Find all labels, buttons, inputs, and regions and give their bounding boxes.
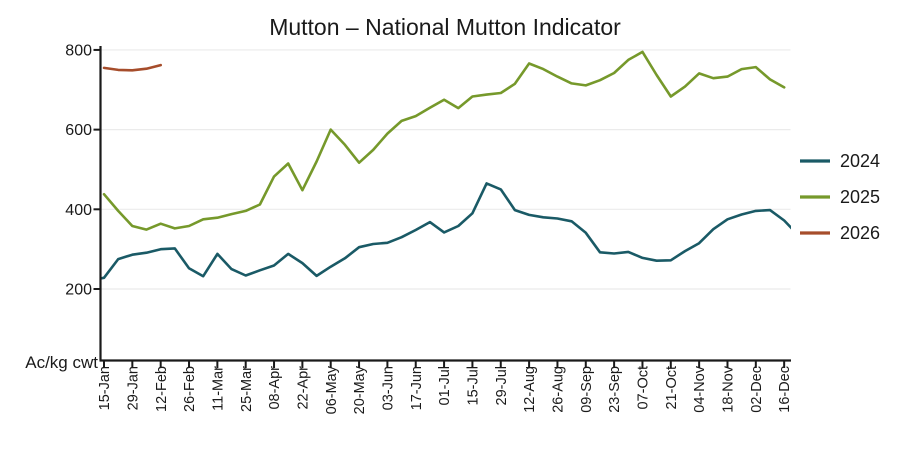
x-axis-label-26-Feb: 26-Feb — [182, 366, 198, 412]
x-axis-label-23-Sep: 23-Sep — [607, 366, 623, 413]
x-axis-label-16-Dec: 16-Dec — [777, 366, 793, 413]
x-axis-label-20-May: 20-May — [352, 365, 368, 414]
gridlines — [100, 49, 791, 290]
x-axis-label-08-Apr: 08-Apr — [267, 366, 283, 410]
x-axis-label-12-Feb: 12-Feb — [154, 366, 170, 412]
series-lines — [100, 50, 791, 280]
series-line-2025 — [102, 50, 786, 231]
x-axis-label-01-Jul: 01-Jul — [437, 366, 453, 406]
y-axis-labels: 200 400 600 800 — [65, 42, 92, 298]
legend-entry-2024: 2024 — [800, 151, 880, 171]
axes — [93, 46, 791, 368]
x-axis-label-11-Mar: 11-Mar — [210, 366, 226, 411]
x-axis-label-07-Oct: 07-Oct — [636, 366, 652, 410]
x-axis-label-15-Jan: 15-Jan — [97, 366, 113, 410]
x-axis-label-15-Jul: 15-Jul — [465, 366, 481, 406]
x-axis-label-29-Jul: 29-Jul — [494, 366, 510, 406]
legend-label-2025: 2025 — [840, 187, 880, 207]
legend-label-2024: 2024 — [840, 151, 880, 171]
y-axis-label-600: 600 — [65, 122, 92, 139]
y-axis-label-800: 800 — [65, 42, 92, 59]
legend-entry-2026: 2026 — [800, 223, 880, 243]
legend-label-2026: 2026 — [840, 223, 880, 243]
x-axis-label-09-Sep: 09-Sep — [579, 366, 595, 413]
x-axis-label-12-Aug: 12-Aug — [522, 366, 538, 413]
y-axis-label-200: 200 — [65, 282, 92, 299]
x-axis-label-22-Apr: 22-Apr — [295, 366, 311, 410]
series-line-2024 — [100, 182, 791, 280]
x-axis-label-21-Oct: 21-Oct — [664, 366, 680, 410]
series-line-2026 — [102, 63, 162, 72]
x-axis-label-06-May: 06-May — [324, 365, 340, 414]
y-axis-unit-label: Ac/kg cwt — [25, 353, 98, 372]
x-axis-label-04-Nov: 04-Nov — [692, 365, 708, 412]
x-axis-label-18-Nov: 18-Nov — [721, 365, 737, 412]
x-axis-label-02-Dec: 02-Dec — [749, 366, 765, 413]
legend-entry-2025: 2025 — [800, 187, 880, 207]
x-axis-label-03-Jun: 03-Jun — [380, 366, 396, 410]
x-axis-labels: 15-Jan 29-Jan 12-Feb 26-Feb 11-Mar 25-Mar 08-A… — [97, 365, 793, 414]
y-axis-label-400: 400 — [65, 202, 92, 219]
x-axis-label-17-Jun: 17-Jun — [409, 366, 425, 410]
x-axis-label-25-Mar: 25-Mar — [239, 366, 255, 412]
legend: 2024 2025 2026 — [800, 151, 880, 243]
chart-title: Mutton – National Mutton Indicator — [269, 14, 621, 40]
x-axis-label-29-Jan: 29-Jan — [125, 366, 141, 410]
x-axis-label-26-Aug: 26-Aug — [551, 366, 567, 413]
